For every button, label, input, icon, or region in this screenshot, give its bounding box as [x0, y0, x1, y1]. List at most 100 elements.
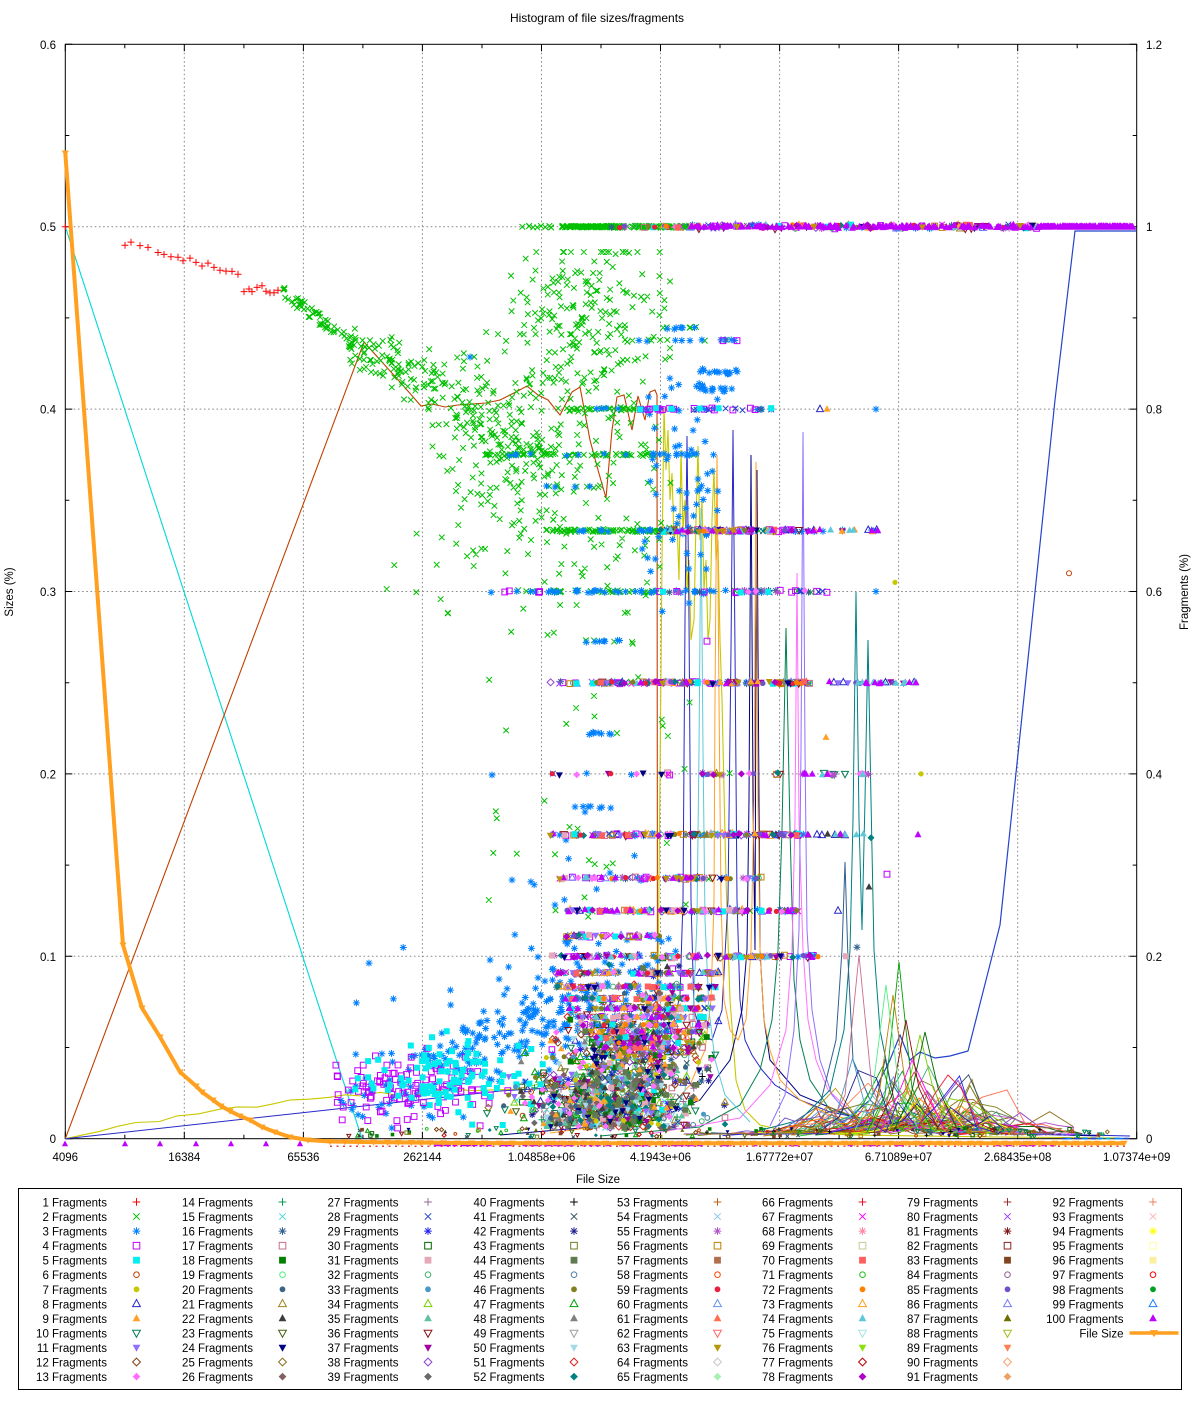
- svg-text:28 Fragments: 28 Fragments: [328, 1212, 399, 1224]
- svg-text:11 Fragments: 11 Fragments: [37, 1343, 107, 1355]
- svg-text:53 Fragments: 53 Fragments: [617, 1198, 688, 1210]
- svg-text:21 Fragments: 21 Fragments: [182, 1299, 253, 1311]
- svg-text:14 Fragments: 14 Fragments: [182, 1198, 253, 1210]
- svg-text:1.04858e+06: 1.04858e+06: [508, 1152, 575, 1164]
- svg-text:64 Fragments: 64 Fragments: [617, 1358, 688, 1370]
- svg-text:16 Fragments: 16 Fragments: [182, 1227, 253, 1239]
- svg-text:27 Fragments: 27 Fragments: [328, 1198, 399, 1210]
- svg-text:2 Fragments: 2 Fragments: [42, 1212, 107, 1224]
- svg-text:0.6: 0.6: [40, 40, 56, 52]
- svg-text:68 Fragments: 68 Fragments: [762, 1227, 833, 1239]
- svg-text:12 Fragments: 12 Fragments: [36, 1358, 107, 1370]
- svg-text:1.2: 1.2: [1146, 40, 1162, 52]
- svg-text:54 Fragments: 54 Fragments: [617, 1212, 688, 1224]
- svg-text:77 Fragments: 77 Fragments: [762, 1358, 833, 1370]
- svg-text:66 Fragments: 66 Fragments: [762, 1198, 833, 1210]
- svg-text:79 Fragments: 79 Fragments: [907, 1198, 978, 1210]
- svg-text:15 Fragments: 15 Fragments: [182, 1212, 253, 1224]
- svg-text:75 Fragments: 75 Fragments: [762, 1329, 833, 1341]
- svg-text:2.68435e+08: 2.68435e+08: [984, 1152, 1051, 1164]
- svg-text:50 Fragments: 50 Fragments: [474, 1343, 545, 1355]
- svg-text:1 Fragments: 1 Fragments: [42, 1198, 107, 1210]
- svg-text:33 Fragments: 33 Fragments: [328, 1285, 399, 1297]
- svg-text:45 Fragments: 45 Fragments: [474, 1270, 545, 1282]
- svg-text:84 Fragments: 84 Fragments: [907, 1270, 978, 1282]
- svg-text:22 Fragments: 22 Fragments: [182, 1314, 253, 1326]
- svg-text:9 Fragments: 9 Fragments: [42, 1314, 107, 1326]
- svg-text:6 Fragments: 6 Fragments: [42, 1270, 107, 1282]
- svg-text:Fragments (%): Fragments (%): [1179, 554, 1191, 630]
- svg-text:35 Fragments: 35 Fragments: [328, 1314, 399, 1326]
- svg-text:51 Fragments: 51 Fragments: [474, 1358, 545, 1370]
- svg-text:40 Fragments: 40 Fragments: [474, 1198, 545, 1210]
- svg-text:44 Fragments: 44 Fragments: [474, 1256, 545, 1268]
- svg-text:62 Fragments: 62 Fragments: [617, 1329, 688, 1341]
- svg-text:4.1943e+06: 4.1943e+06: [630, 1152, 691, 1164]
- svg-text:39 Fragments: 39 Fragments: [328, 1372, 399, 1384]
- svg-text:1: 1: [1146, 222, 1152, 234]
- svg-text:61 Fragments: 61 Fragments: [617, 1314, 688, 1326]
- svg-text:1.07374e+09: 1.07374e+09: [1103, 1152, 1170, 1164]
- svg-text:41 Fragments: 41 Fragments: [474, 1212, 545, 1224]
- svg-text:100 Fragments: 100 Fragments: [1046, 1314, 1124, 1326]
- svg-text:43 Fragments: 43 Fragments: [474, 1241, 545, 1253]
- svg-text:97 Fragments: 97 Fragments: [1053, 1270, 1124, 1282]
- svg-text:78 Fragments: 78 Fragments: [762, 1372, 833, 1384]
- svg-text:16384: 16384: [168, 1152, 201, 1164]
- svg-text:98 Fragments: 98 Fragments: [1053, 1285, 1124, 1297]
- svg-text:80 Fragments: 80 Fragments: [907, 1212, 978, 1224]
- svg-text:24 Fragments: 24 Fragments: [182, 1343, 253, 1355]
- svg-text:89 Fragments: 89 Fragments: [907, 1343, 978, 1355]
- svg-text:File Size: File Size: [576, 1174, 620, 1186]
- svg-text:25 Fragments: 25 Fragments: [182, 1358, 253, 1370]
- svg-text:48 Fragments: 48 Fragments: [474, 1314, 545, 1326]
- svg-text:0.2: 0.2: [1146, 952, 1162, 964]
- svg-text:32 Fragments: 32 Fragments: [328, 1270, 399, 1282]
- svg-text:5 Fragments: 5 Fragments: [42, 1256, 107, 1268]
- svg-text:73 Fragments: 73 Fragments: [762, 1299, 833, 1311]
- svg-text:18 Fragments: 18 Fragments: [182, 1256, 253, 1268]
- svg-text:71 Fragments: 71 Fragments: [762, 1270, 833, 1282]
- svg-text:0.5: 0.5: [40, 222, 56, 234]
- svg-text:59 Fragments: 59 Fragments: [617, 1285, 688, 1297]
- svg-text:4096: 4096: [53, 1152, 79, 1164]
- svg-text:69 Fragments: 69 Fragments: [762, 1241, 833, 1253]
- svg-text:95 Fragments: 95 Fragments: [1053, 1241, 1124, 1253]
- svg-text:37 Fragments: 37 Fragments: [328, 1343, 399, 1355]
- svg-text:74 Fragments: 74 Fragments: [762, 1314, 833, 1326]
- svg-text:67 Fragments: 67 Fragments: [762, 1212, 833, 1224]
- svg-text:57 Fragments: 57 Fragments: [617, 1256, 688, 1268]
- svg-text:17 Fragments: 17 Fragments: [182, 1241, 253, 1253]
- svg-text:93 Fragments: 93 Fragments: [1053, 1212, 1124, 1224]
- svg-text:36 Fragments: 36 Fragments: [328, 1329, 399, 1341]
- svg-text:58 Fragments: 58 Fragments: [617, 1270, 688, 1282]
- svg-text:Histogram of file sizes/fragme: Histogram of file sizes/fragments: [510, 11, 684, 25]
- svg-text:65 Fragments: 65 Fragments: [617, 1372, 688, 1384]
- svg-text:0.1: 0.1: [40, 952, 56, 964]
- svg-text:34 Fragments: 34 Fragments: [328, 1299, 399, 1311]
- svg-text:72 Fragments: 72 Fragments: [762, 1285, 833, 1297]
- svg-text:88 Fragments: 88 Fragments: [907, 1329, 978, 1341]
- svg-text:81 Fragments: 81 Fragments: [907, 1227, 978, 1239]
- svg-text:65536: 65536: [287, 1152, 319, 1164]
- svg-text:31 Fragments: 31 Fragments: [328, 1256, 399, 1268]
- svg-text:0.3: 0.3: [40, 587, 56, 599]
- svg-text:85 Fragments: 85 Fragments: [907, 1285, 978, 1297]
- svg-text:7 Fragments: 7 Fragments: [42, 1285, 107, 1297]
- svg-text:55 Fragments: 55 Fragments: [617, 1227, 688, 1239]
- svg-text:86 Fragments: 86 Fragments: [907, 1299, 978, 1311]
- svg-text:90 Fragments: 90 Fragments: [907, 1358, 978, 1370]
- svg-text:83 Fragments: 83 Fragments: [907, 1256, 978, 1268]
- svg-text:96 Fragments: 96 Fragments: [1053, 1256, 1124, 1268]
- svg-text:6.71089e+07: 6.71089e+07: [865, 1152, 932, 1164]
- svg-text:0.4: 0.4: [1146, 769, 1163, 781]
- svg-text:91 Fragments: 91 Fragments: [907, 1372, 978, 1384]
- svg-text:29 Fragments: 29 Fragments: [328, 1227, 399, 1239]
- svg-text:94 Fragments: 94 Fragments: [1053, 1227, 1124, 1239]
- svg-text:56 Fragments: 56 Fragments: [617, 1241, 688, 1253]
- svg-text:30 Fragments: 30 Fragments: [328, 1241, 399, 1253]
- svg-text:60 Fragments: 60 Fragments: [617, 1299, 688, 1311]
- svg-text:262144: 262144: [403, 1152, 442, 1164]
- svg-text:99 Fragments: 99 Fragments: [1053, 1299, 1124, 1311]
- svg-text:File Size: File Size: [1079, 1329, 1123, 1341]
